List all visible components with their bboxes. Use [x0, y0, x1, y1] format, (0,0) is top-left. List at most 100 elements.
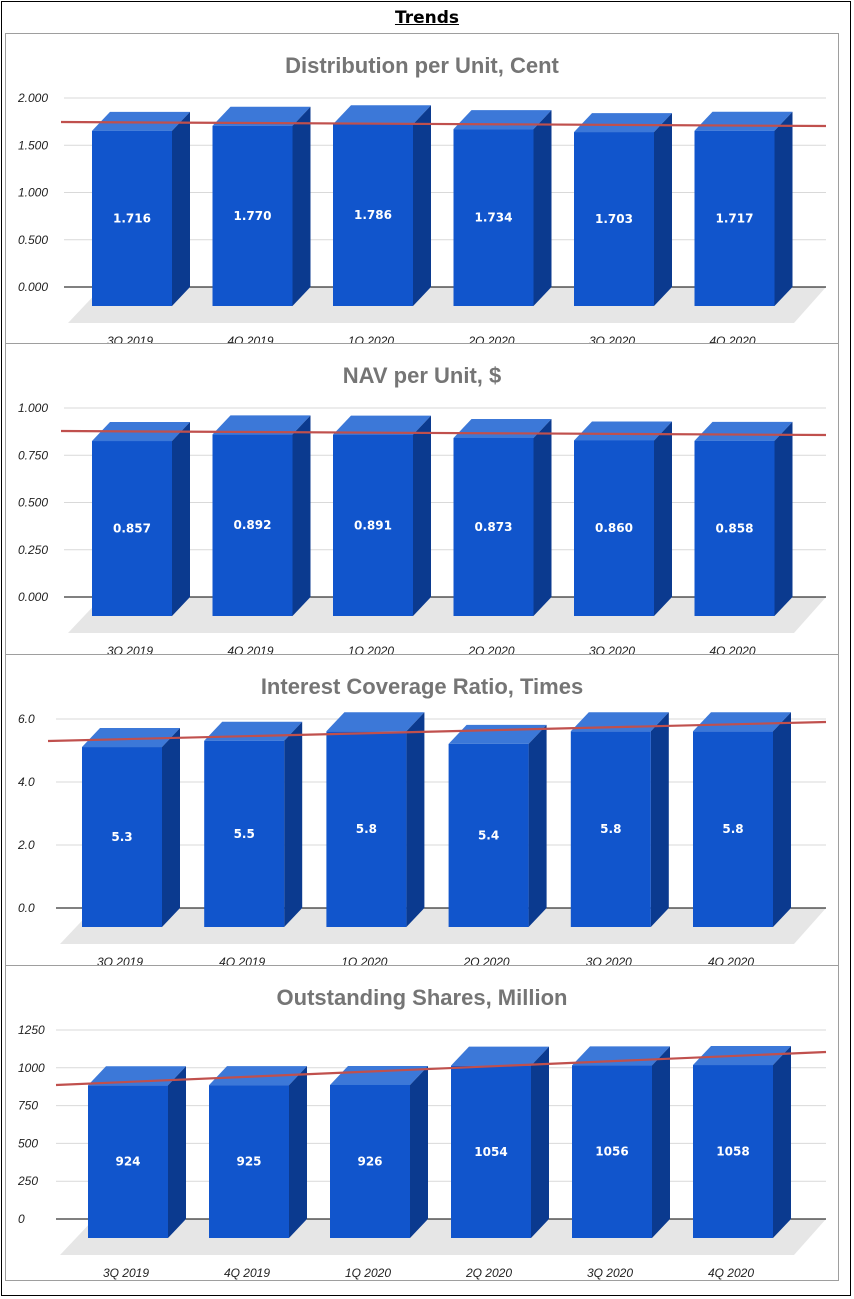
- bar: 1.717: [694, 111, 793, 306]
- chart-interest-coverage-ratio: Interest Coverage Ratio, Times 0.0 2.0 4.0 6…: [17, 674, 827, 965]
- chart-panel-distribution: Distribution per Unit, Cent 0.000 0.500 1.0…: [5, 33, 839, 345]
- bar: 5.8: [326, 712, 425, 927]
- bar-side: [773, 712, 791, 927]
- data-label: 0.860: [595, 521, 633, 535]
- bar: 0.858: [694, 421, 793, 616]
- data-label: 0.873: [475, 520, 513, 534]
- data-label: 5.8: [356, 822, 377, 836]
- x-tick-label: 2Q 2020: [467, 334, 514, 344]
- y-tick-label: 2.0: [17, 838, 35, 852]
- bar: 926: [330, 1065, 428, 1238]
- y-tick-label: 0.500: [18, 233, 48, 247]
- bar-front: [204, 740, 285, 927]
- x-tick-label: 4Q 2019: [227, 334, 273, 344]
- chart-panel-outstanding-shares: Outstanding Shares, Million 0 250 500 750 100…: [5, 965, 839, 1281]
- bar-front: [209, 1085, 289, 1238]
- y-tick-label: 0.500: [18, 496, 48, 510]
- bar-side: [531, 1046, 549, 1238]
- chart-title: Interest Coverage Ratio, Times: [261, 674, 583, 699]
- x-tick-label: 4Q 2019: [219, 955, 265, 965]
- data-label: 925: [236, 1155, 261, 1169]
- bar-side: [413, 105, 431, 307]
- bar-front: [326, 731, 407, 927]
- bar-side: [162, 728, 180, 927]
- bar-side: [652, 1046, 670, 1238]
- bar-side: [289, 1066, 307, 1238]
- bar: 0.892: [212, 415, 311, 616]
- data-label: 5.5: [234, 827, 255, 841]
- x-tick-label: 4Q 2020: [709, 334, 755, 344]
- y-tick-label: 0.000: [18, 280, 48, 294]
- chart-title: NAV per Unit, $: [343, 363, 502, 388]
- data-label: 1.717: [716, 211, 754, 225]
- bar-front: [693, 731, 773, 927]
- data-label: 1.703: [595, 212, 633, 226]
- bar-front: [574, 132, 654, 306]
- chart-distribution-per-unit: Distribution per Unit, Cent 0.000 0.500 1.0…: [17, 53, 827, 344]
- bar-front: [574, 440, 654, 616]
- x-tick-label: 2Q 2020: [467, 644, 514, 654]
- x-tick-label: 1Q 2020: [348, 644, 394, 654]
- y-tick-label: 0.0: [18, 901, 35, 915]
- bar: 5.5: [204, 721, 303, 927]
- bar-side: [292, 106, 311, 306]
- x-tick-label: 1Q 2020: [341, 955, 387, 965]
- bar-top: [693, 712, 791, 732]
- data-label: 1056: [595, 1145, 628, 1159]
- data-label: 1.786: [354, 208, 392, 222]
- bar: 0.857: [92, 422, 190, 616]
- bar-top: [574, 113, 672, 133]
- bar-top: [333, 415, 431, 435]
- bar-side: [774, 421, 793, 616]
- bar-front: [82, 747, 162, 927]
- x-tick-label: 3Q 2020: [586, 955, 632, 965]
- bar-side: [650, 712, 669, 927]
- trendline: [47, 720, 827, 743]
- bar-front: [88, 1085, 168, 1238]
- bar: 925: [209, 1066, 307, 1238]
- bar: 0.873: [453, 419, 552, 616]
- data-label: 5.8: [600, 822, 621, 836]
- x-tick-label: 2Q 2020: [465, 1266, 512, 1280]
- bar-top: [694, 421, 793, 441]
- bar-front: [92, 441, 172, 616]
- x-tick-label: 3Q 2019: [107, 644, 153, 654]
- x-tick-label: 4Q 2020: [708, 1266, 754, 1280]
- x-tick-label: 3Q 2020: [589, 644, 635, 654]
- bar-front: [92, 130, 172, 306]
- bar-side: [284, 721, 303, 927]
- bar-front: [451, 1065, 531, 1238]
- bar-front: [212, 434, 293, 616]
- trendline: [60, 120, 827, 128]
- x-tick-label: 1Q 2020: [345, 1266, 391, 1280]
- y-tick-label: 1250: [18, 1023, 45, 1037]
- bar-side: [406, 712, 425, 927]
- trendline: [60, 429, 827, 437]
- bar: 1.703: [574, 113, 672, 306]
- y-tick-label: 4.0: [18, 775, 35, 789]
- bar-front: [330, 1084, 410, 1238]
- bar: 1058: [693, 1046, 791, 1238]
- x-tick-label: 1Q 2020: [348, 334, 394, 344]
- chart-title: Outstanding Shares, Million: [277, 985, 568, 1010]
- bar-top: [333, 105, 431, 125]
- data-label: 924: [115, 1155, 140, 1169]
- y-tick-label: 0.000: [18, 590, 48, 604]
- bar-side: [774, 111, 793, 306]
- data-label: 1.734: [475, 211, 513, 225]
- bar-front: [694, 440, 775, 616]
- bar-side: [172, 111, 190, 306]
- bar-side: [654, 421, 672, 616]
- bar-top: [451, 1046, 549, 1066]
- bar: 1056: [572, 1046, 670, 1238]
- bar: 1.734: [453, 110, 552, 307]
- bar-front: [570, 731, 651, 927]
- bar-front: [693, 1065, 773, 1238]
- y-tick-label: 2.000: [17, 91, 48, 105]
- bar-top: [574, 421, 672, 441]
- y-tick-label: 1.000: [18, 401, 48, 415]
- bar-side: [168, 1066, 186, 1238]
- bar-side: [654, 113, 672, 306]
- x-tick-label: 2Q 2020: [463, 955, 510, 965]
- bar: 1.770: [212, 106, 311, 306]
